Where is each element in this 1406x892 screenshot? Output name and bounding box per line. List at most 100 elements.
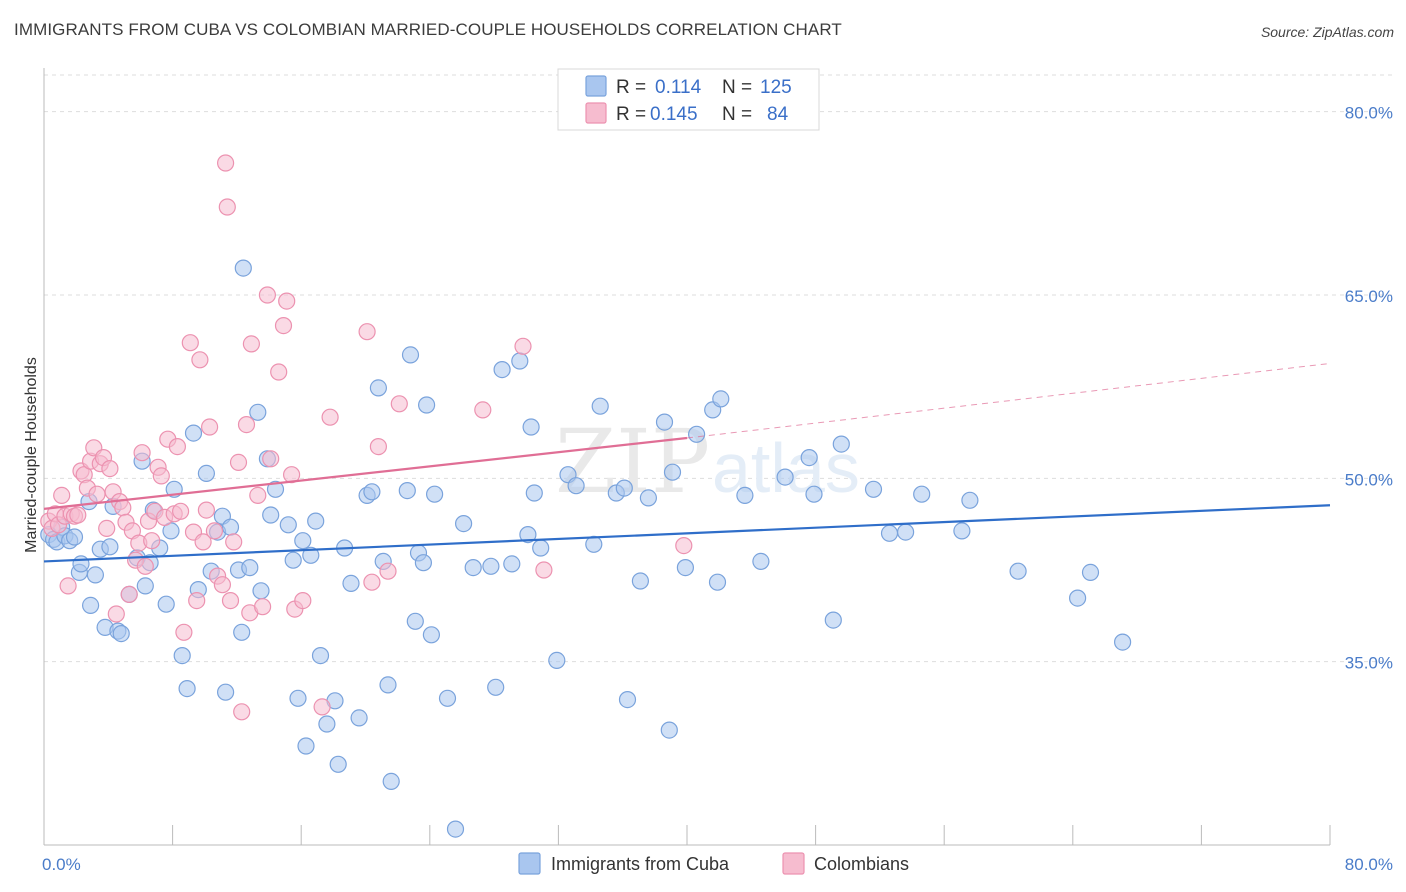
- data-point-cuba: [631, 572, 650, 590]
- data-point-colombians: [172, 502, 190, 520]
- data-point-cuba: [708, 573, 727, 591]
- data-point-cuba: [585, 535, 603, 553]
- data-point-cuba: [519, 525, 537, 544]
- data-point-cuba: [382, 772, 400, 791]
- data-point-colombians: [229, 453, 248, 471]
- data-point-cuba: [302, 546, 320, 564]
- data-point-colombians: [120, 585, 138, 604]
- y-tick-label: 80.0%: [1345, 104, 1393, 123]
- source-credit: Source: ZipAtlas.com: [1260, 24, 1394, 40]
- data-point-cuba: [329, 755, 347, 773]
- data-point-colombians: [136, 557, 154, 575]
- legend-n-label: N =: [722, 104, 752, 125]
- bottom-legend-label-cuba: Immigrants from Cuba: [551, 854, 730, 874]
- bottom-legend-label-colombians: Colombians: [814, 854, 909, 874]
- data-point-cuba: [398, 482, 416, 500]
- legend-n-value: 84: [767, 104, 789, 125]
- data-point-colombians: [175, 623, 193, 641]
- trend-line-colombians-extension: [686, 362, 1331, 439]
- data-point-cuba: [1068, 589, 1087, 607]
- data-point-colombians: [88, 485, 106, 503]
- data-point-colombians: [363, 573, 381, 591]
- data-point-cuba: [676, 558, 695, 577]
- data-point-colombians: [194, 533, 212, 551]
- data-point-cuba: [363, 483, 381, 501]
- data-point-cuba: [455, 514, 473, 533]
- data-point-colombians: [201, 418, 219, 436]
- legend-r-value: 0.114: [655, 77, 702, 98]
- data-point-colombians: [107, 605, 125, 623]
- data-point-cuba: [832, 435, 850, 453]
- data-point-cuba: [464, 558, 482, 577]
- chart-title: IMMIGRANTS FROM CUBA VS COLOMBIAN MARRIE…: [14, 20, 842, 39]
- data-point-cuba: [880, 524, 899, 542]
- data-point-colombians: [358, 323, 376, 341]
- data-point-cuba: [446, 820, 465, 838]
- data-point-cuba: [178, 679, 196, 698]
- data-point-cuba: [217, 683, 235, 701]
- data-point-colombians: [283, 466, 301, 484]
- legend-swatch-blue: [585, 75, 607, 97]
- trend-line-colombians: [43, 436, 688, 510]
- data-point-cuba: [369, 379, 387, 397]
- data-point-cuba: [406, 612, 424, 630]
- data-point-cuba: [776, 468, 794, 486]
- data-point-cuba: [639, 489, 658, 507]
- data-point-colombians: [270, 363, 288, 381]
- axes-layer: [43, 68, 1331, 846]
- data-point-colombians: [313, 698, 331, 716]
- data-point-cuba: [197, 464, 215, 482]
- data-point-colombians: [218, 198, 236, 216]
- data-point-cuba: [736, 486, 754, 504]
- data-point-colombians: [390, 395, 408, 413]
- data-point-colombians: [278, 292, 296, 310]
- data-point-colombians: [191, 351, 209, 369]
- data-point-colombians: [379, 562, 397, 580]
- data-point-cuba: [660, 721, 678, 739]
- data-point-cuba: [487, 678, 505, 696]
- y-axis-title: Married-couple Households: [23, 357, 40, 553]
- data-point-cuba: [136, 577, 154, 595]
- data-point-cuba: [307, 512, 325, 530]
- data-point-cuba: [65, 528, 84, 546]
- data-point-colombians: [143, 532, 161, 550]
- data-point-cuba: [101, 538, 119, 556]
- data-point-cuba: [418, 396, 436, 414]
- data-point-cuba: [493, 361, 511, 379]
- data-point-cuba: [289, 689, 307, 707]
- data-point-cuba: [266, 480, 285, 498]
- data-point-cuba: [1081, 563, 1100, 582]
- data-point-cuba: [241, 558, 259, 577]
- data-point-cuba: [262, 506, 280, 524]
- data-point-colombians: [249, 486, 267, 504]
- data-point-cuba: [913, 485, 931, 503]
- data-point-colombians: [675, 536, 693, 555]
- data-point-colombians: [53, 486, 71, 504]
- data-point-cuba: [279, 516, 297, 534]
- data-point-cuba: [503, 555, 521, 573]
- data-point-cuba: [800, 449, 818, 467]
- data-point-colombians: [133, 444, 151, 462]
- x-tick-label: 0.0%: [42, 855, 81, 874]
- data-point-cuba: [234, 259, 252, 277]
- data-point-cuba: [824, 611, 842, 629]
- data-point-colombians: [181, 334, 199, 352]
- data-point-colombians: [321, 408, 339, 426]
- data-point-cuba: [511, 352, 529, 370]
- data-point-cuba: [752, 552, 770, 571]
- data-point-cuba: [426, 485, 444, 503]
- data-point-cuba: [350, 709, 368, 727]
- y-tick-label: 50.0%: [1345, 470, 1393, 489]
- x-tick-label: 80.0%: [1345, 855, 1393, 874]
- data-point-cuba: [81, 596, 100, 615]
- data-point-cuba: [438, 689, 457, 707]
- data-point-colombians: [514, 337, 532, 355]
- legend-box: R = 0.114 N = 125 R = 0.145 N = 84: [557, 68, 820, 131]
- legend-n-value: 125: [760, 77, 792, 98]
- data-point-colombians: [262, 450, 280, 468]
- data-point-cuba: [548, 651, 566, 670]
- data-point-cuba: [414, 554, 432, 572]
- data-point-cuba: [864, 480, 883, 498]
- data-point-cuba: [157, 595, 175, 613]
